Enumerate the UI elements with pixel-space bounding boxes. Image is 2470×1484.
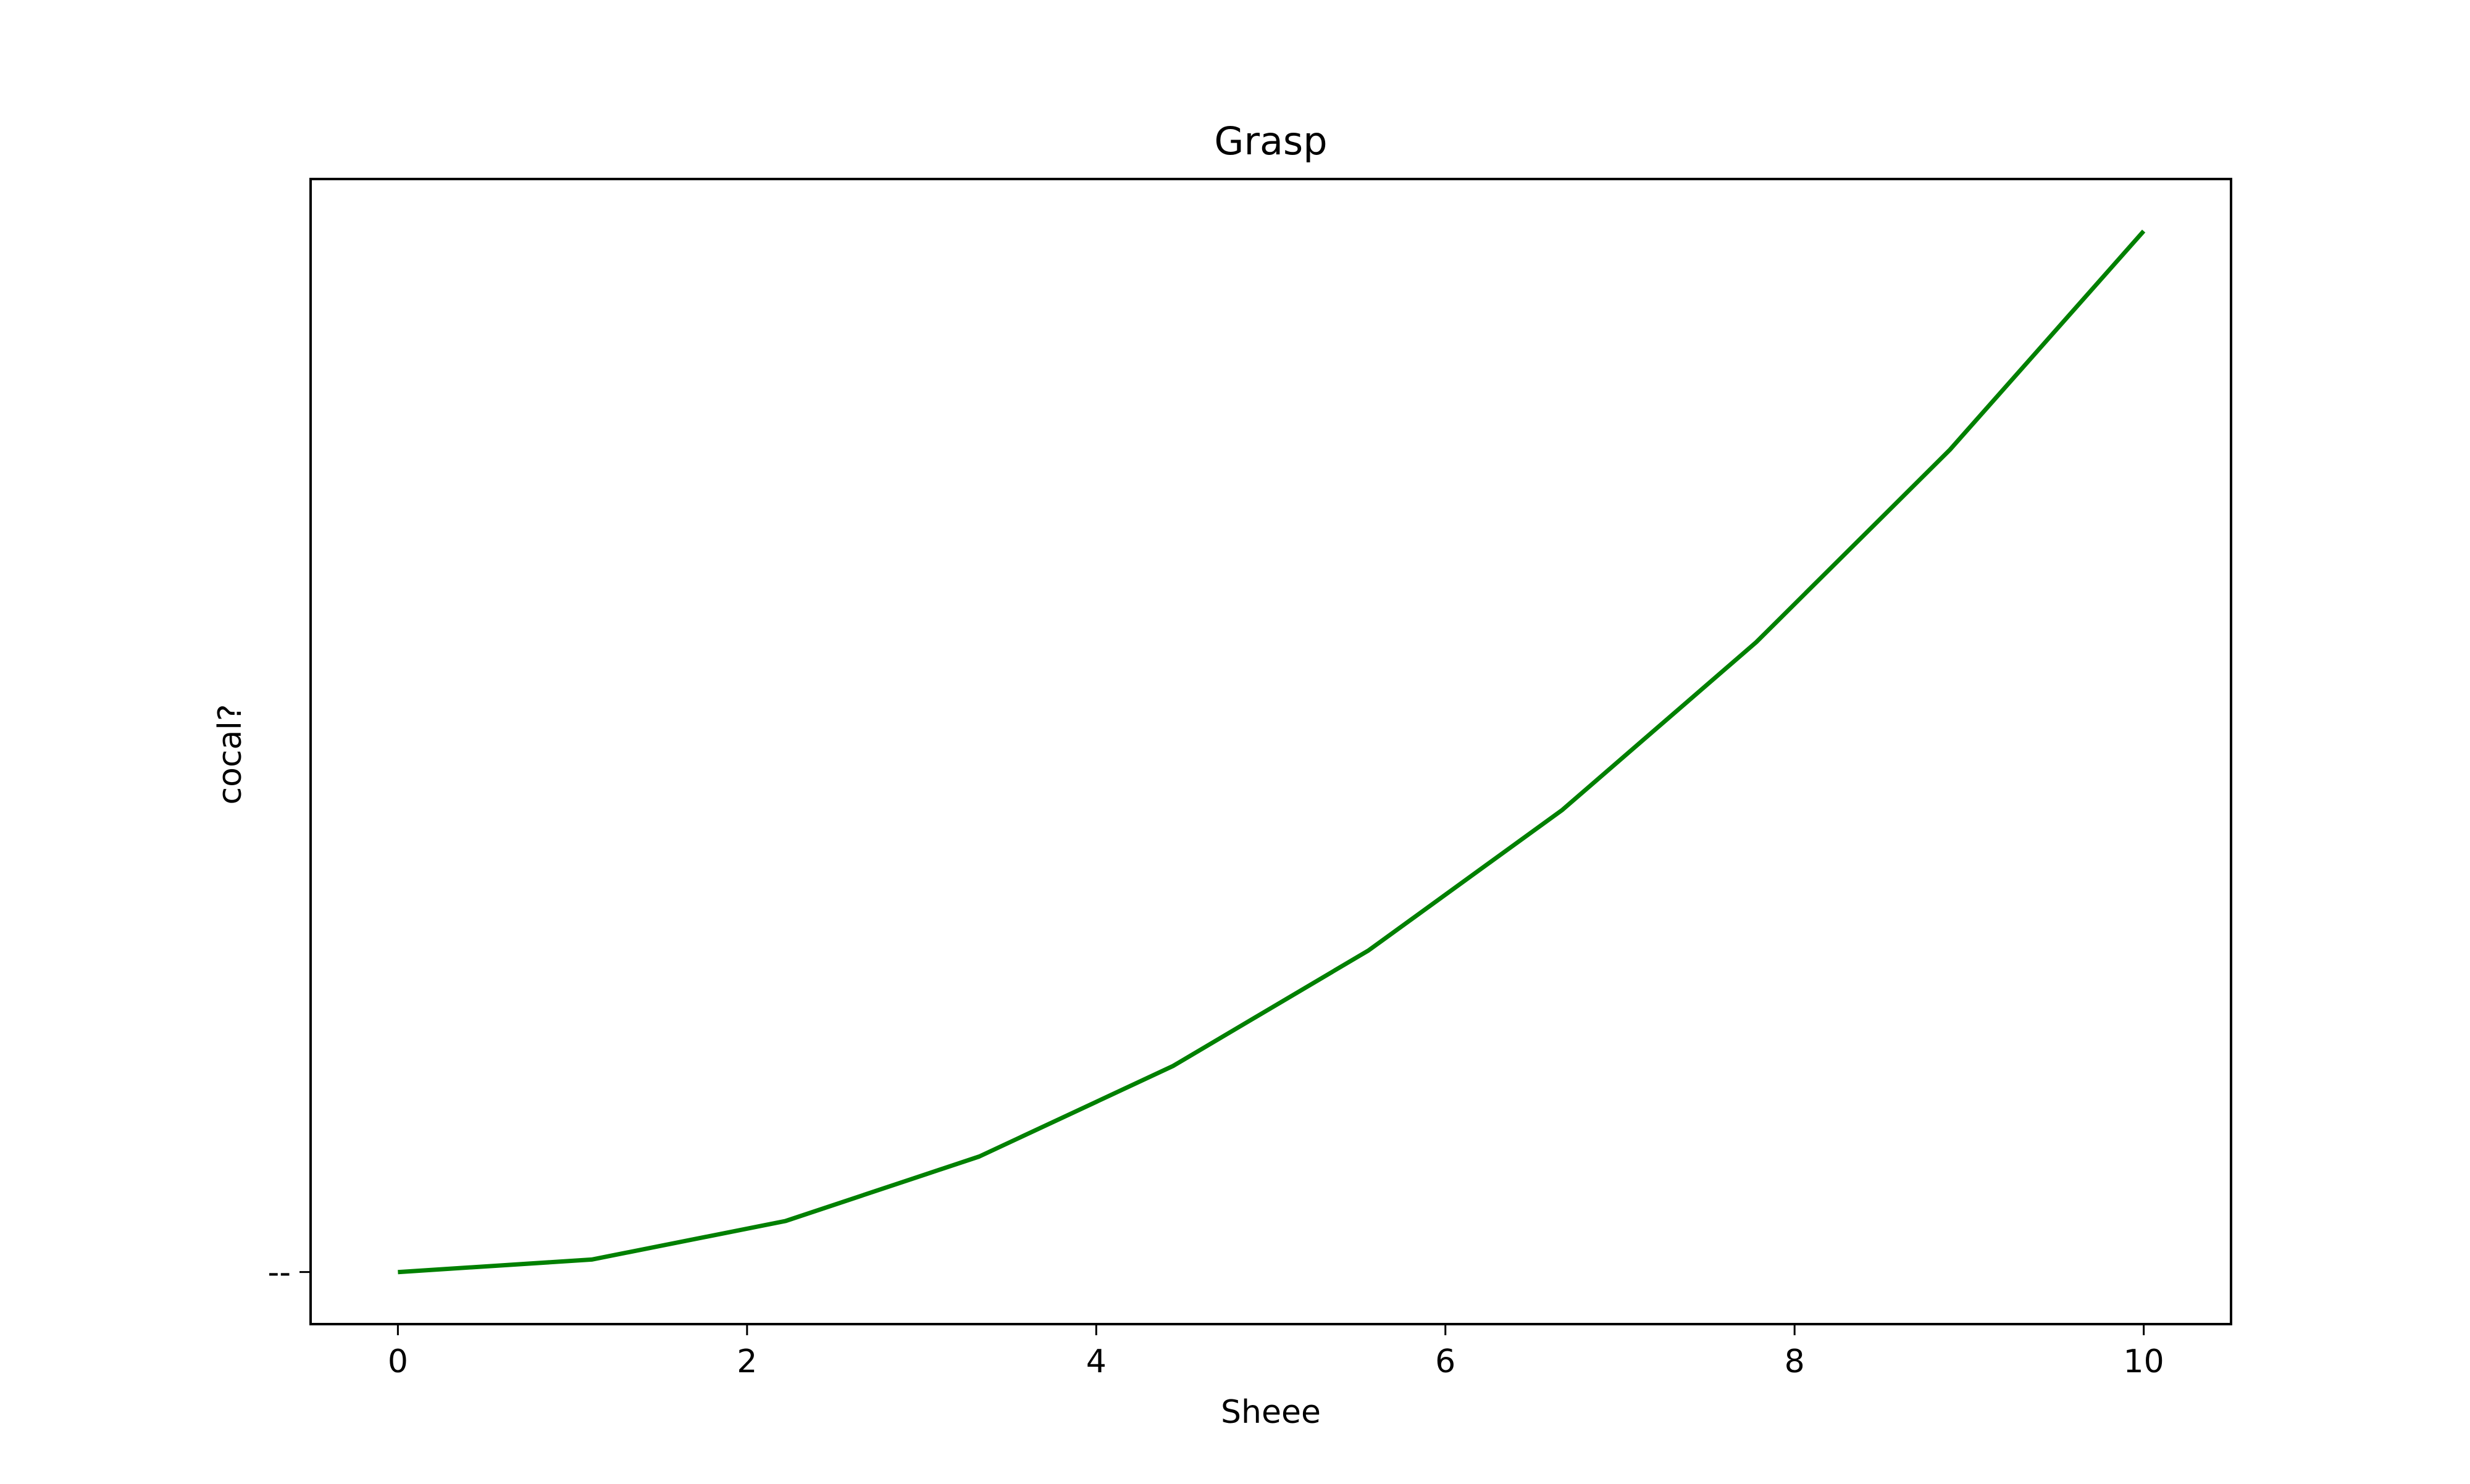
x-tick-label: 0 <box>388 1343 408 1380</box>
plot-frame <box>309 178 2232 1325</box>
y-tick-label: -- <box>267 1254 291 1291</box>
plot-layer: 0 2 4 6 8 10 -- <box>267 229 2164 1380</box>
x-tick-label: 10 <box>2124 1343 2164 1380</box>
x-axis-label: Sheee <box>1221 1394 1321 1431</box>
x-tick-label: 2 <box>737 1343 757 1380</box>
x-tick-label: 6 <box>1435 1343 1455 1380</box>
y-axis-label: cocal? <box>212 704 249 805</box>
chart-title: Grasp <box>1214 119 1327 164</box>
x-tick-label: 8 <box>1785 1343 1805 1380</box>
x-tick-label: 4 <box>1086 1343 1107 1380</box>
series-line-0 <box>398 229 2146 1275</box>
